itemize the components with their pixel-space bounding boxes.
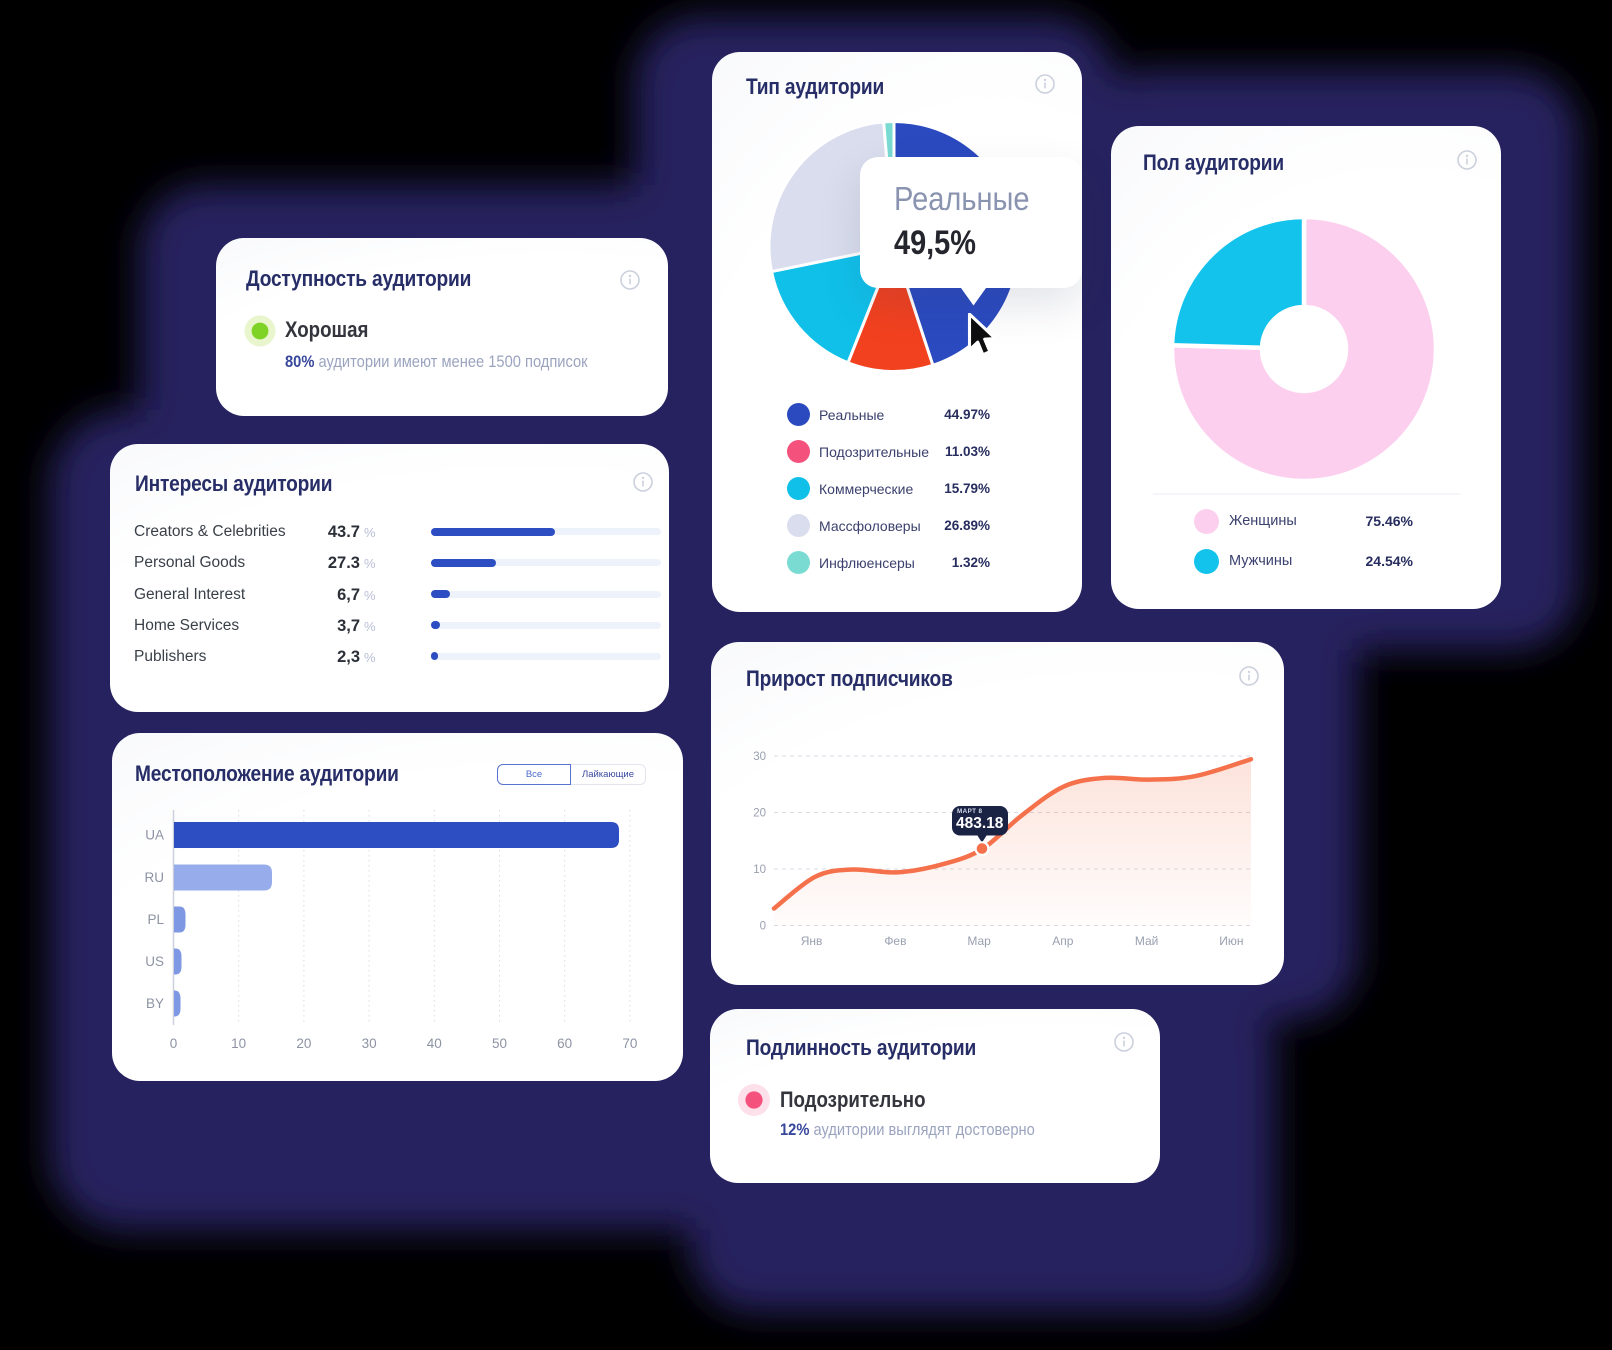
svg-text:Мар: Мар	[967, 934, 991, 948]
svg-text:BY: BY	[146, 996, 164, 1011]
svg-text:US: US	[145, 954, 164, 969]
svg-text:60: 60	[557, 1036, 572, 1051]
svg-text:Май: Май	[1135, 934, 1159, 948]
svg-text:Янв: Янв	[801, 934, 823, 948]
svg-text:30: 30	[362, 1036, 377, 1051]
svg-text:50: 50	[492, 1036, 507, 1051]
svg-text:Июн: Июн	[1219, 934, 1243, 948]
svg-text:40: 40	[427, 1036, 442, 1051]
svg-text:PL: PL	[147, 912, 164, 927]
svg-text:МАРТ 8: МАРТ 8	[957, 808, 983, 815]
svg-text:20: 20	[753, 808, 766, 820]
svg-text:10: 10	[753, 864, 766, 876]
svg-text:20: 20	[296, 1036, 311, 1051]
svg-text:483.18: 483.18	[956, 815, 1004, 832]
svg-text:0: 0	[760, 921, 766, 933]
svg-text:10: 10	[231, 1036, 246, 1051]
svg-text:Фев: Фев	[884, 934, 906, 948]
svg-text:0: 0	[170, 1036, 178, 1051]
svg-text:UA: UA	[145, 828, 164, 843]
svg-text:70: 70	[622, 1036, 637, 1051]
svg-text:30: 30	[753, 751, 766, 763]
svg-text:Апр: Апр	[1052, 934, 1074, 948]
svg-text:RU: RU	[145, 870, 165, 885]
